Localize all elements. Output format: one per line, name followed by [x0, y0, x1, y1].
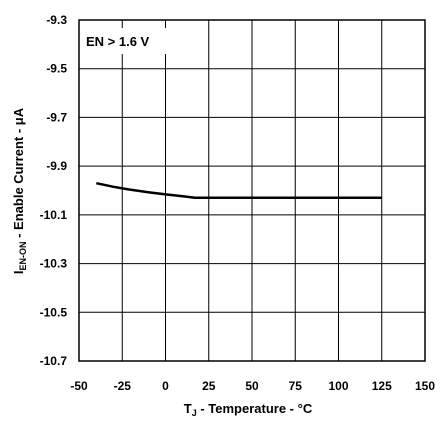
- series-line: [96, 181, 382, 200]
- annotation-label: EN > 1.6 V: [86, 34, 150, 49]
- plot-frame: [78, 19, 426, 362]
- x-tick-label: 50: [245, 379, 259, 393]
- x-tick-label: 0: [162, 379, 169, 393]
- x-tick-label: 125: [372, 379, 392, 393]
- x-tick-labels: -50 -25 0 25 50 75 100 125 150: [70, 379, 435, 393]
- series-layer: [96, 181, 382, 200]
- y-tick-label: -9.9: [46, 159, 67, 173]
- x-tick-label: -50: [70, 379, 88, 393]
- y-tick-label: -10.3: [40, 257, 68, 271]
- y-axis-title-text: - Enable Current - μA: [11, 107, 26, 241]
- y-tick-label: -10.5: [40, 305, 68, 319]
- y-tick-label: -9.7: [46, 110, 67, 124]
- x-tick-label: -25: [114, 379, 132, 393]
- y-axis-title-symbol: I: [11, 271, 26, 275]
- x-tick-label: 150: [415, 379, 435, 393]
- x-axis-title-subscript: J: [192, 408, 197, 418]
- y-tick-label: -9.3: [46, 13, 67, 27]
- y-tick-label: -9.5: [46, 62, 67, 76]
- y-axis-title-subscript: EN-ON: [18, 242, 28, 271]
- x-axis-title: TJ - Temperature - °C: [184, 401, 313, 418]
- y-tick-label: -10.1: [40, 208, 68, 222]
- x-tick-label: 25: [202, 379, 216, 393]
- x-tick-label: 100: [328, 379, 348, 393]
- x-axis-title-text: - Temperature - °C: [197, 401, 313, 416]
- y-axis-title: IEN-ON - Enable Current - μA: [11, 107, 28, 274]
- x-tick-label: 75: [289, 379, 303, 393]
- y-tick-label: -10.7: [40, 354, 68, 368]
- x-axis-title-symbol: T: [184, 401, 192, 416]
- y-tick-labels: -9.3 -9.5 -9.7 -9.9 -10.1 -10.3 -10.5 -10.7: [40, 13, 68, 368]
- annotation-box: [81, 28, 171, 54]
